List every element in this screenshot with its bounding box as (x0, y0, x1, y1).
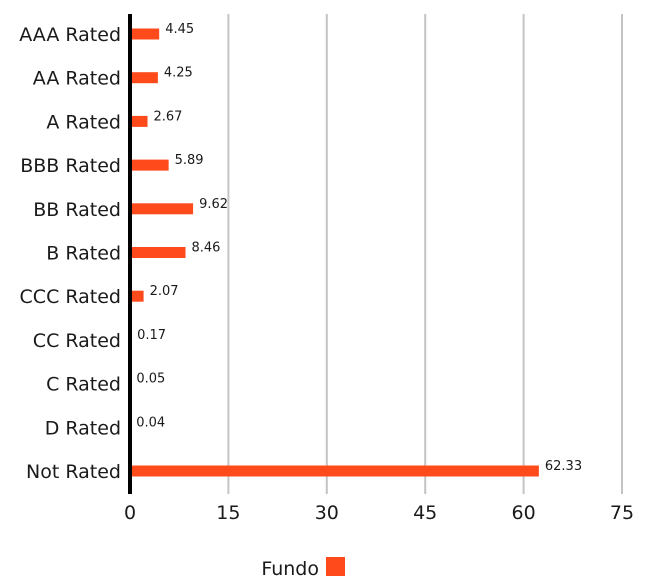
category-label-a-rated: A Rated (46, 111, 121, 133)
x-tick-label-60: 60 (512, 502, 536, 524)
category-label-aaa-rated: AAA Rated (19, 24, 121, 46)
x-tick-label-15: 15 (216, 502, 240, 524)
data-label-d-rated: 0.04 (136, 415, 165, 430)
data-label-not-rated: 62.33 (545, 459, 582, 474)
bar-aaa-rated (130, 28, 160, 40)
x-tick-label-0: 0 (124, 502, 136, 524)
data-label-aaa-rated: 4.45 (165, 22, 194, 37)
bar-aa-rated (130, 72, 158, 84)
data-label-a-rated: 2.67 (154, 109, 183, 124)
bar-b-rated (130, 247, 186, 258)
data-label-c-rated: 0.05 (136, 372, 165, 387)
legend-label-fundo: Fundo (261, 558, 319, 579)
data-label-b-rated: 8.46 (191, 241, 220, 256)
category-label-ccc-rated: CCC Rated (20, 286, 121, 308)
bar-ccc-rated (130, 290, 144, 302)
x-tick-label-30: 30 (315, 502, 339, 524)
bar-a-rated (130, 115, 148, 127)
x-tick-label-45: 45 (413, 502, 437, 524)
data-label-aa-rated: 4.25 (164, 66, 193, 81)
category-label-cc-rated: CC Rated (33, 330, 121, 352)
bar-bb-rated (130, 203, 194, 215)
gridlines (227, 14, 623, 494)
bar-not-rated (130, 465, 539, 477)
x-tick-label-75: 75 (610, 502, 634, 524)
data-label-bbb-rated: 5.89 (175, 153, 204, 168)
category-label-b-rated: B Rated (46, 243, 121, 265)
legend-swatch-fundo (326, 557, 345, 576)
category-label-bbb-rated: BBB Rated (20, 155, 121, 177)
category-label-d-rated: D Rated (45, 417, 121, 439)
x-axis-ticks: 0 15 30 45 60 75 (124, 502, 634, 524)
bar-bbb-rated (130, 159, 169, 171)
data-labels: 4.45 4.25 2.67 5.89 9.62 8.46 2.07 0.17 0.05 0.04… (136, 22, 582, 474)
data-label-ccc-rated: 2.07 (150, 284, 179, 299)
category-label-not-rated: Not Rated (26, 461, 121, 483)
data-label-cc-rated: 0.17 (137, 328, 166, 343)
category-label-aa-rated: AA Rated (33, 68, 121, 90)
category-label-c-rated: C Rated (46, 374, 121, 396)
legend: Fundo (261, 557, 345, 579)
category-label-bb-rated: BB Rated (33, 199, 121, 221)
category-labels: AAA Rated AA Rated A Rated BBB Rated BB Rate… (19, 24, 121, 483)
data-label-bb-rated: 9.62 (199, 197, 228, 212)
